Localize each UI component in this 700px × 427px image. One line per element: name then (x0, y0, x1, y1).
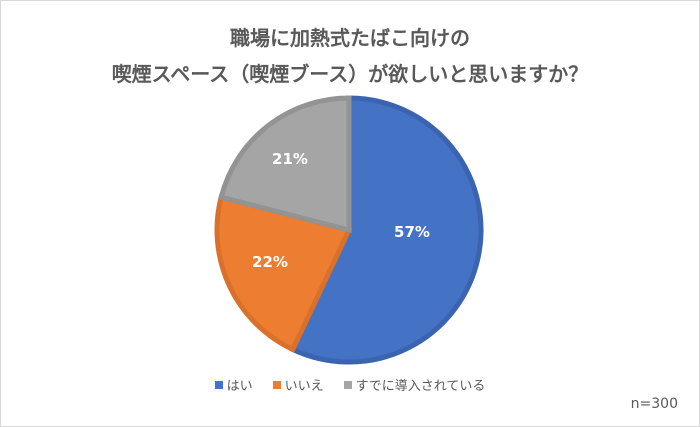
slice-label-no: 22% (252, 253, 288, 271)
slice-label-yes: 57% (394, 223, 430, 241)
legend-label-yes: はい (226, 379, 253, 394)
legend-item-no: いいえ (272, 375, 324, 394)
legend-swatch-already (343, 380, 352, 389)
slice-label-already: 21% (272, 150, 308, 168)
chart-legend: はい いいえ すでに導入されている (0, 375, 700, 394)
chart-title-line1: 職場に加熱式たばこ向けの (230, 26, 470, 50)
legend-item-yes: はい (214, 375, 253, 394)
chart-title-line2: 喫煙スペース（喫煙ブース）が欲しいと思いますか？ (111, 62, 589, 86)
legend-item-already: すでに導入されている (343, 375, 486, 394)
legend-label-no: いいえ (284, 379, 324, 394)
pie-slice-already (218, 95, 352, 234)
pie-slice-no (214, 194, 353, 353)
legend-label-already: すでに導入されている (355, 379, 486, 394)
legend-swatch-yes (214, 380, 223, 389)
legend-swatch-no (272, 380, 281, 389)
pie-slice-yes (289, 95, 484, 365)
sample-size: n=300 (630, 396, 678, 412)
